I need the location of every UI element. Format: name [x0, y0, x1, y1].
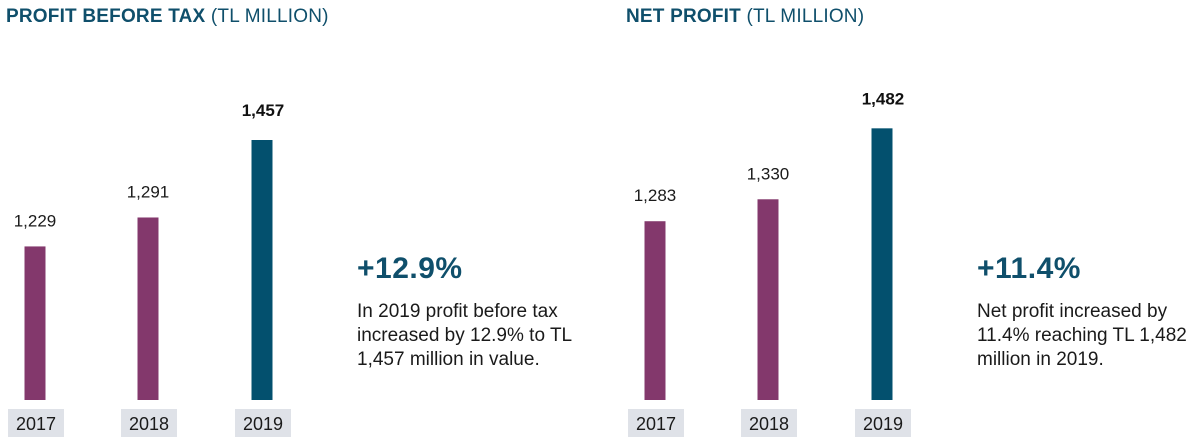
net-profit-chart: 1,283 2017 1,330 2018 1,482 2019 — [628, 89, 911, 437]
growth-percentage: +12.9% — [357, 252, 463, 285]
year-label-2018: 2018 — [129, 414, 169, 434]
profit-before-tax-chart: 1,229 2017 1,291 2018 1,457 2019 — [8, 101, 291, 437]
growth-description: In 2019 profit before tax increased by 1… — [357, 301, 572, 370]
profit-before-tax-panel: PROFIT BEFORE TAX (TL MILLION) 1,229 2017… — [6, 6, 572, 437]
value-label-2017: 1,283 — [634, 186, 677, 205]
value-label-2017: 1,229 — [14, 211, 57, 230]
year-label-2019: 2019 — [243, 414, 283, 434]
year-box-2017 — [628, 409, 684, 437]
year-box-2019 — [855, 409, 911, 437]
value-label-2018: 1,330 — [747, 164, 790, 183]
year-box-2018 — [741, 409, 797, 437]
year-label-2019: 2019 — [863, 414, 903, 434]
year-box-2017 — [8, 409, 64, 437]
bar-2018 — [137, 217, 159, 400]
value-label-2018: 1,291 — [127, 182, 170, 201]
chart-title-main: PROFIT BEFORE TAX — [6, 6, 206, 27]
value-label-2019: 1,482 — [862, 89, 905, 108]
chart-title: NET PROFIT (TL MILLION) — [626, 6, 864, 28]
bar-2019 — [871, 128, 893, 401]
growth-description: Net profit increased by 11.4% reaching T… — [977, 301, 1187, 370]
net-profit-panel: NET PROFIT (TL MILLION) 1,283 2017 1,330 20… — [620, 0, 1192, 440]
bar-2017 — [644, 221, 666, 400]
year-box-2018 — [121, 409, 177, 437]
chart-title-unit: (TL MILLION) — [210, 6, 329, 27]
chart-title: PROFIT BEFORE TAX (TL MILLION) — [6, 6, 329, 28]
growth-percentage: +11.4% — [977, 252, 1081, 285]
chart-title-unit: (TL MILLION) — [746, 6, 865, 27]
bar-2017 — [24, 246, 46, 400]
year-label-2018: 2018 — [749, 414, 789, 434]
bar-2019 — [251, 140, 273, 400]
value-label-2019: 1,457 — [242, 101, 285, 120]
year-label-2017: 2017 — [636, 414, 676, 434]
year-box-2019 — [235, 409, 291, 437]
chart-title-main: NET PROFIT — [626, 6, 741, 27]
year-label-2017: 2017 — [16, 414, 56, 434]
bar-2018 — [757, 199, 779, 400]
